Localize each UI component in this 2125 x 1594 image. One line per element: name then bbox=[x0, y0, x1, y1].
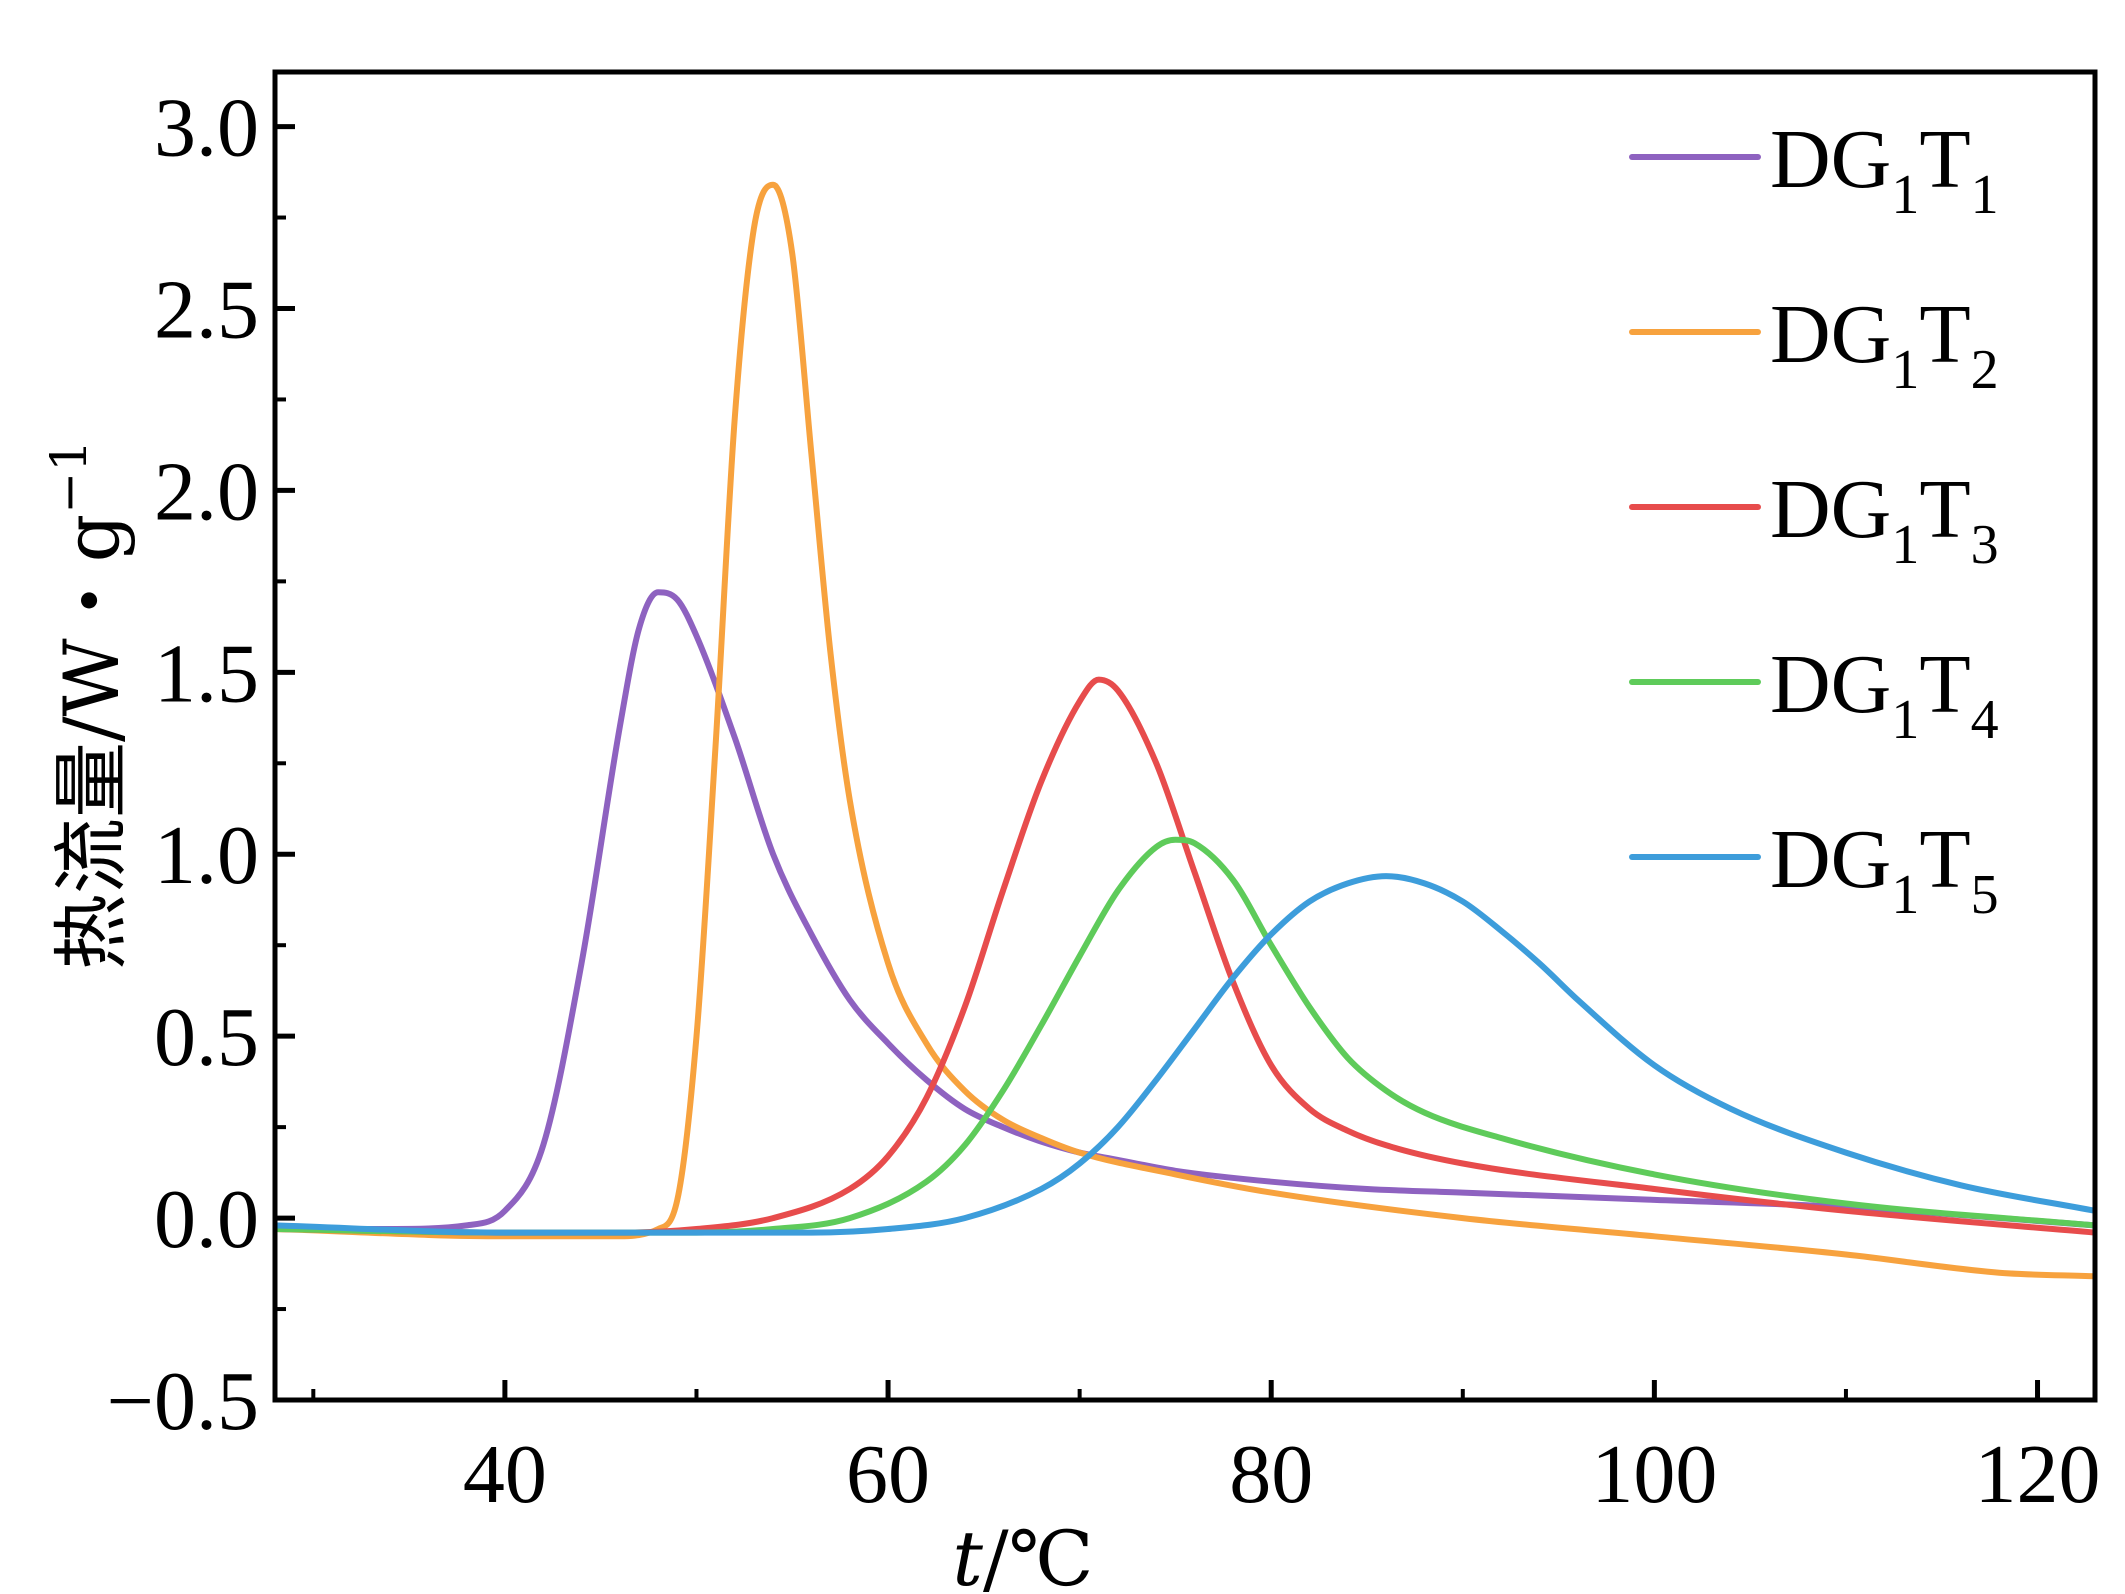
y-tick-label-6: 2.5 bbox=[154, 263, 259, 356]
x-axis-label: t/℃ bbox=[952, 1514, 1093, 1594]
legend-label-part: T bbox=[1919, 288, 1970, 381]
legend-label-part: 3 bbox=[1971, 514, 1999, 576]
series-layer bbox=[275, 181, 2095, 1280]
x-tick-label-100: 100 bbox=[1591, 1428, 1717, 1521]
ticks-layer: 40 60 80 100 120 −0.5 0.0 0.5 1.0 1.5 2.0 2.5 3.0 bbox=[107, 82, 2101, 1521]
x-tick-label-60: 60 bbox=[846, 1428, 930, 1521]
legend-label-part: DG bbox=[1770, 463, 1891, 556]
y-tick-label-3: 1.0 bbox=[154, 809, 259, 902]
x-tick-label-80: 80 bbox=[1229, 1428, 1313, 1521]
y-tick-label-5: 2.0 bbox=[154, 445, 259, 538]
legend-label-part: 1 bbox=[1891, 339, 1919, 401]
series-line-2 bbox=[275, 181, 2095, 1280]
legend-label-part: 4 bbox=[1971, 689, 1999, 751]
y-axis-label: 热流量/W・g−1 bbox=[40, 440, 136, 970]
legend-label-part: 5 bbox=[1971, 864, 1999, 926]
legend-label-part: DG bbox=[1770, 113, 1891, 206]
x-tick-label-40: 40 bbox=[463, 1428, 547, 1521]
series-line-3 bbox=[275, 676, 2095, 1236]
y-tick-label-1: 0.0 bbox=[154, 1173, 259, 1266]
legend-label-1: DG1T1 bbox=[1770, 113, 1999, 226]
legend-label-part: 1 bbox=[1971, 164, 1999, 226]
series-line-1 bbox=[275, 589, 2095, 1232]
y-axis-label-main: 热流量/W・g bbox=[47, 514, 136, 970]
x-axis-label-italic: t bbox=[952, 1514, 983, 1594]
legend-label-5: DG1T5 bbox=[1770, 813, 1999, 926]
legend-label-part: 1 bbox=[1891, 514, 1919, 576]
x-tick-label-120: 120 bbox=[1975, 1428, 2101, 1521]
legend-label-part: T bbox=[1919, 638, 1970, 731]
legend-label-part: 1 bbox=[1891, 689, 1919, 751]
y-tick-label-4: 1.5 bbox=[154, 627, 259, 720]
legend-item-1: DG1T1 bbox=[1629, 113, 1999, 226]
legend-label-part: DG bbox=[1770, 288, 1891, 381]
legend-item-4: DG1T4 bbox=[1629, 638, 1999, 751]
series-line-5 bbox=[275, 873, 2095, 1236]
legend-label-part: DG bbox=[1770, 638, 1891, 731]
legend-label-4: DG1T4 bbox=[1770, 638, 1999, 751]
legend-label-part: 1 bbox=[1891, 164, 1919, 226]
y-tick-label-2: 0.5 bbox=[154, 991, 259, 1084]
legend-label-part: T bbox=[1919, 813, 1970, 906]
legend-label-2: DG1T2 bbox=[1770, 288, 1999, 401]
legend-label-part: T bbox=[1919, 113, 1970, 206]
x-axis-label-unit: /℃ bbox=[983, 1514, 1094, 1594]
y-axis-label-exponent: −1 bbox=[40, 440, 98, 514]
y-tick-label-0: −0.5 bbox=[107, 1355, 259, 1448]
legend-item-2: DG1T2 bbox=[1629, 288, 1999, 401]
legend-label-3: DG1T3 bbox=[1770, 463, 1999, 576]
legend-label-part: 1 bbox=[1891, 864, 1919, 926]
legend-label-part: DG bbox=[1770, 813, 1891, 906]
legend-item-3: DG1T3 bbox=[1629, 463, 1999, 576]
plot-frame bbox=[272, 69, 2098, 1403]
legend-item-5: DG1T5 bbox=[1629, 813, 1999, 926]
legend-label-part: T bbox=[1919, 463, 1970, 556]
legend-label-part: 2 bbox=[1971, 339, 1999, 401]
y-tick-label-7: 3.0 bbox=[154, 82, 259, 175]
